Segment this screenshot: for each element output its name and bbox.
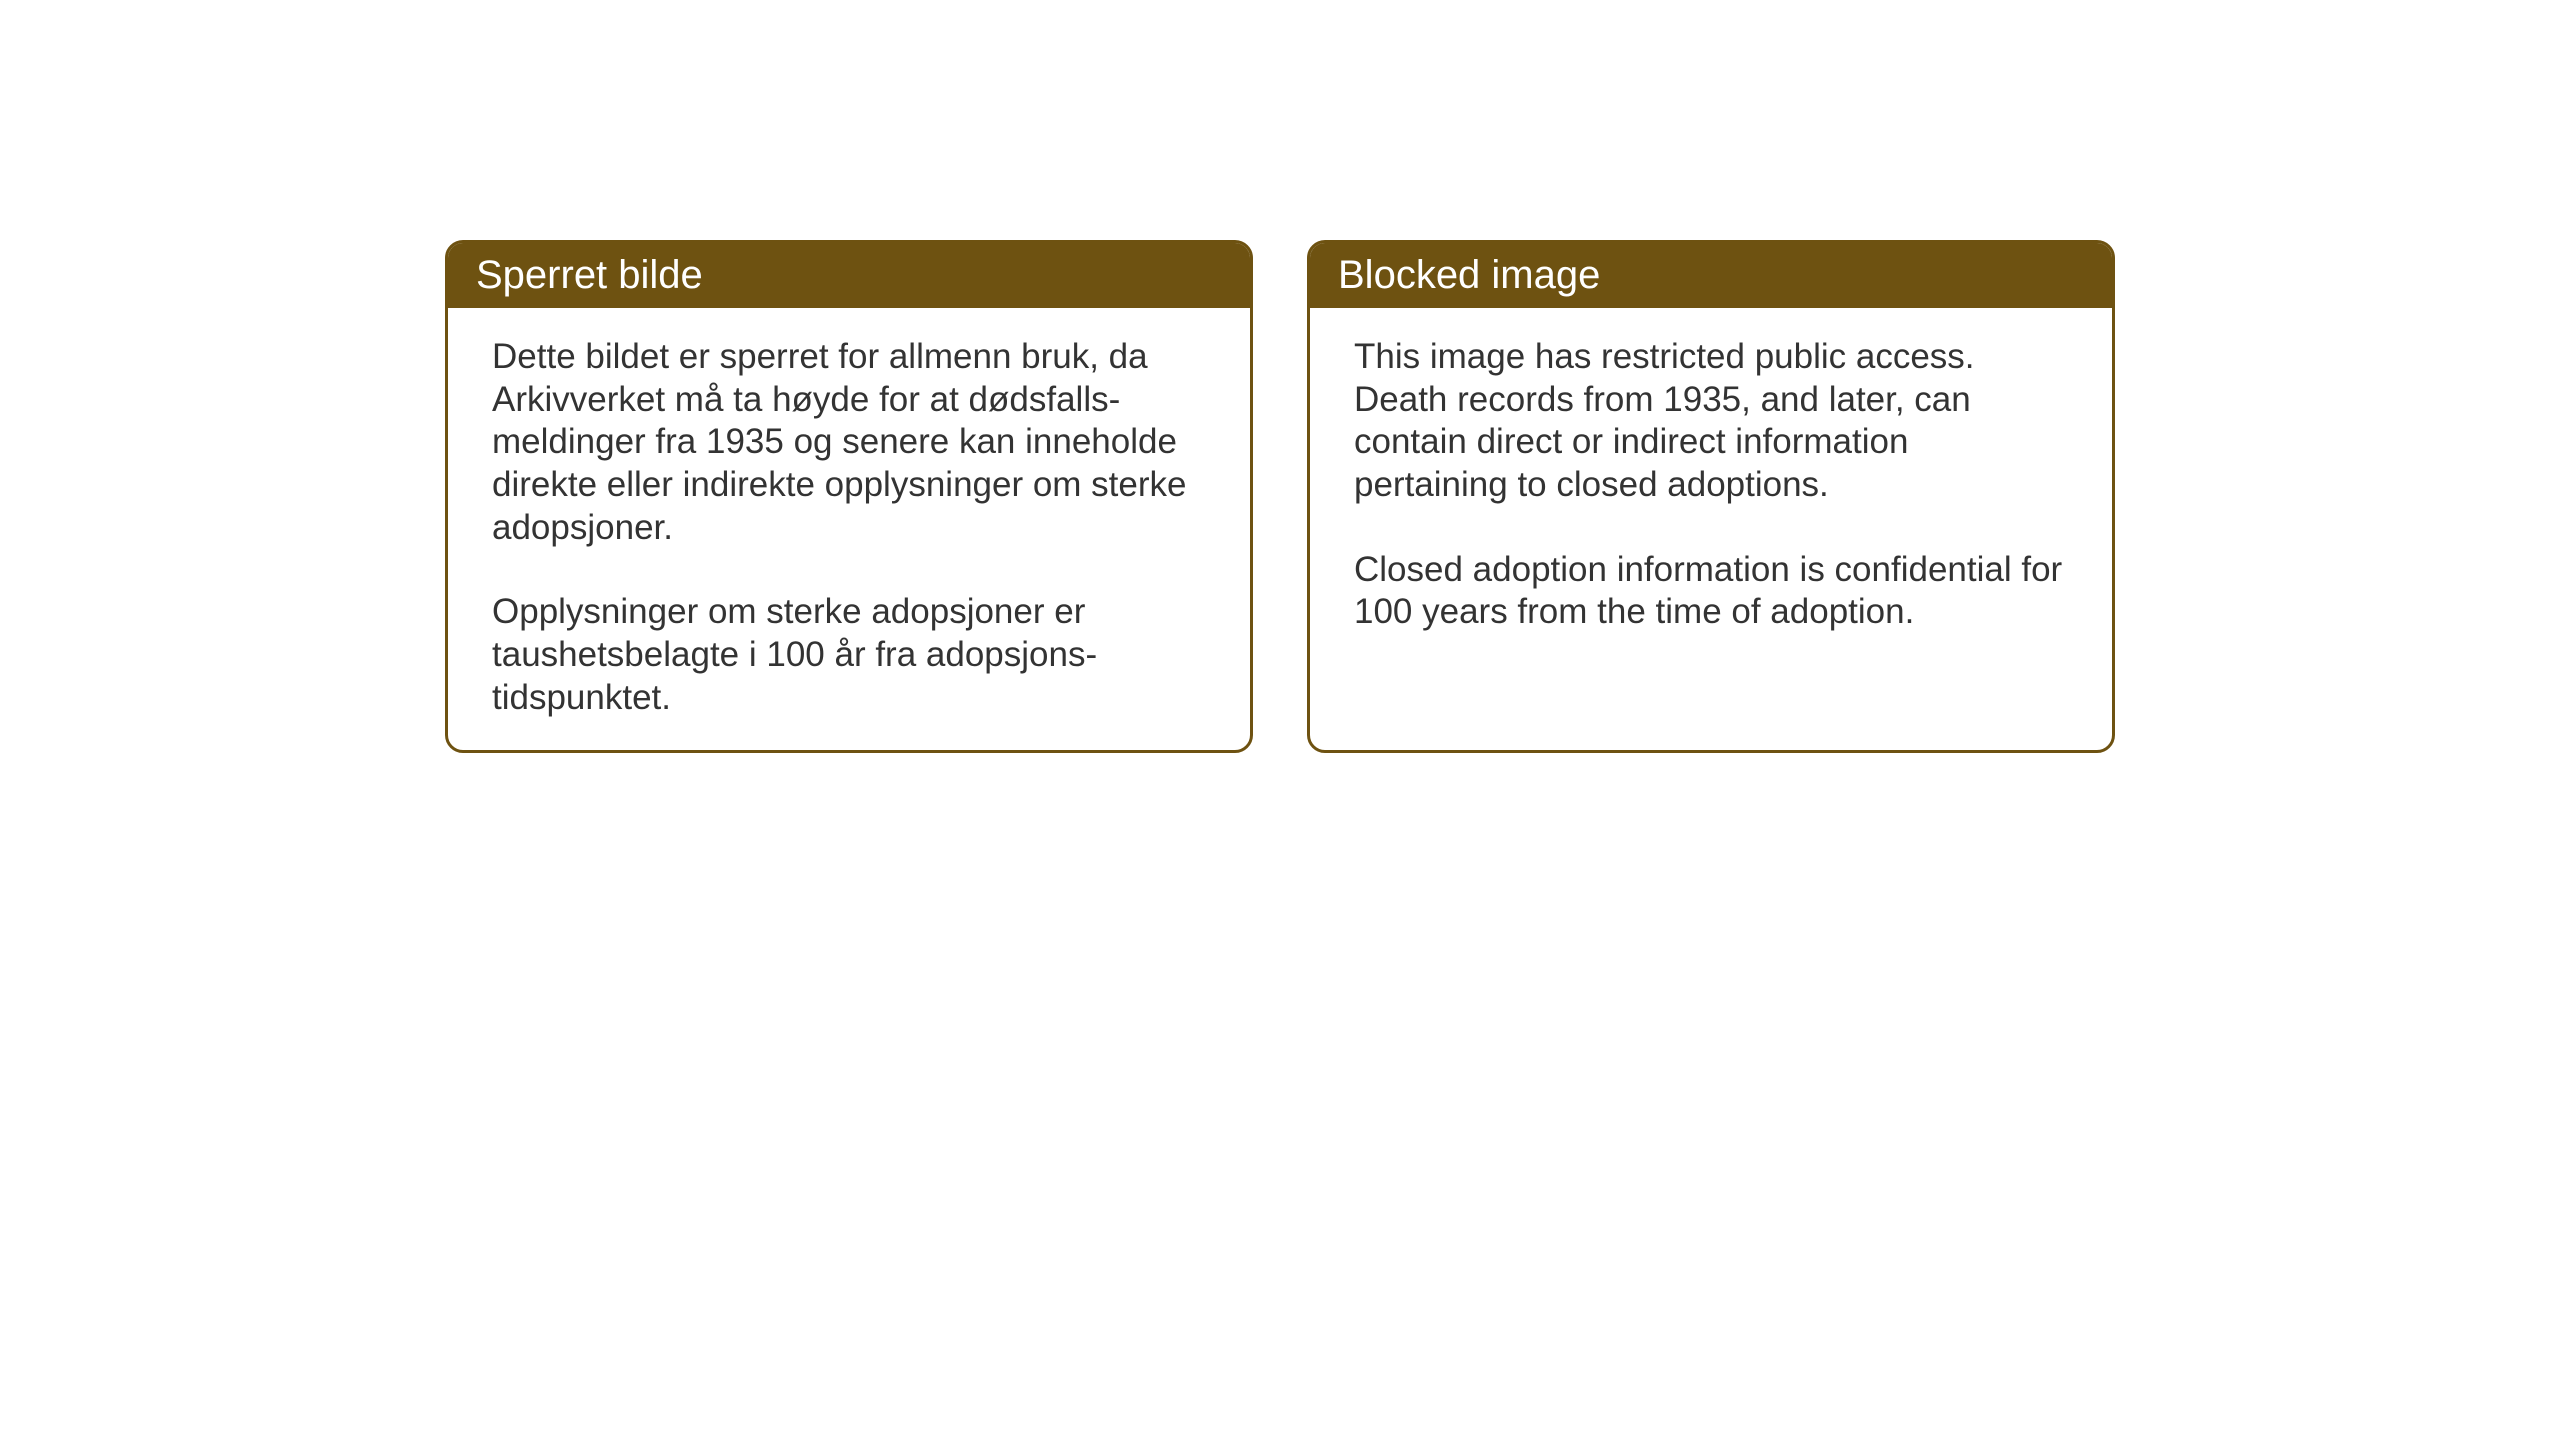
- norwegian-card-title: Sperret bilde: [448, 243, 1250, 308]
- norwegian-notice-card: Sperret bilde Dette bildet er sperret fo…: [445, 240, 1253, 753]
- english-paragraph-2: Closed adoption information is confident…: [1354, 549, 2068, 634]
- english-paragraph-1: This image has restricted public access.…: [1354, 336, 2068, 507]
- notice-cards-container: Sperret bilde Dette bildet er sperret fo…: [445, 240, 2115, 753]
- english-card-body: This image has restricted public access.…: [1310, 308, 2112, 662]
- norwegian-card-body: Dette bildet er sperret for allmenn bruk…: [448, 308, 1250, 748]
- english-card-title: Blocked image: [1310, 243, 2112, 308]
- english-notice-card: Blocked image This image has restricted …: [1307, 240, 2115, 753]
- norwegian-paragraph-1: Dette bildet er sperret for allmenn bruk…: [492, 336, 1206, 549]
- norwegian-paragraph-2: Opplysninger om sterke adopsjoner er tau…: [492, 591, 1206, 719]
